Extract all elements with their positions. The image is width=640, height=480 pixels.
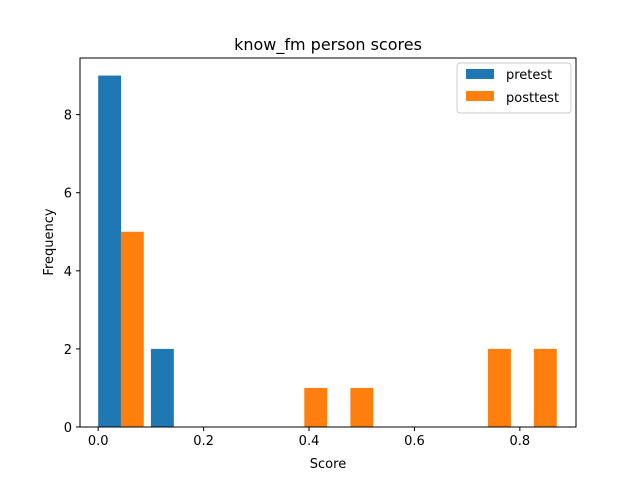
y-tick-label: 4 [64,265,72,280]
legend-label-pretest: pretest [506,68,552,83]
bar-posttest-1 [304,387,328,427]
x-axis-ticks: 0.0 0.2 0.4 0.6 0.8 [88,427,530,449]
bar-pretest-0 [98,75,122,428]
y-tick-label: 2 [64,343,72,358]
legend-label-posttest: posttest [506,91,559,106]
bar-posttest-0 [120,231,144,427]
bar-pretest-1 [150,348,174,427]
y-tick-label: 8 [64,109,72,124]
y-axis-label: Frequency [42,208,57,275]
bar-posttest-3 [487,348,511,427]
bar-posttest-4 [533,348,557,427]
y-tick-label: 6 [64,187,72,202]
x-tick-label: 0.8 [510,434,531,449]
y-axis-ticks: 0 2 4 6 8 [64,109,80,436]
legend-swatch-posttest [466,91,494,101]
legend-swatch-pretest [466,69,494,79]
x-tick-label: 0.2 [193,434,214,449]
x-tick-label: 0.6 [404,434,425,449]
bars-layer [98,75,557,428]
legend: pretest posttest [456,62,572,114]
x-tick-label: 0.0 [88,434,109,449]
x-axis-label: Score [310,457,346,472]
bar-posttest-2 [350,387,374,427]
x-tick-label: 0.4 [299,434,320,449]
y-tick-label: 0 [64,421,72,436]
plot-frame [79,57,577,428]
chart-title: know_fm person scores [234,35,422,55]
